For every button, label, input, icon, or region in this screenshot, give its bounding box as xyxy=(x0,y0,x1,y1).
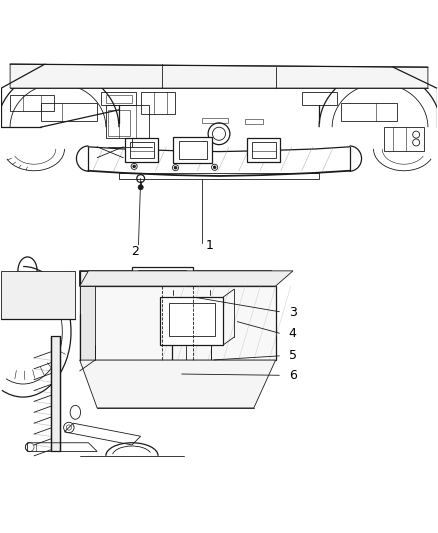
Text: 4: 4 xyxy=(289,327,297,341)
Polygon shape xyxy=(80,286,276,360)
Polygon shape xyxy=(80,286,95,360)
Polygon shape xyxy=(1,271,75,319)
Polygon shape xyxy=(160,297,223,345)
Polygon shape xyxy=(247,138,280,162)
Polygon shape xyxy=(80,271,271,286)
Ellipse shape xyxy=(172,288,175,292)
Ellipse shape xyxy=(207,360,215,369)
Ellipse shape xyxy=(208,288,212,292)
Text: 2: 2 xyxy=(131,245,139,258)
Ellipse shape xyxy=(169,372,177,383)
Ellipse shape xyxy=(166,366,179,382)
Ellipse shape xyxy=(86,296,88,298)
Polygon shape xyxy=(125,138,158,162)
Text: 5: 5 xyxy=(289,349,297,362)
Ellipse shape xyxy=(207,366,215,376)
Polygon shape xyxy=(132,266,193,286)
Polygon shape xyxy=(80,271,293,286)
Polygon shape xyxy=(80,360,276,408)
Ellipse shape xyxy=(183,383,190,393)
Polygon shape xyxy=(51,336,60,451)
Ellipse shape xyxy=(138,184,143,190)
Ellipse shape xyxy=(86,348,88,351)
Ellipse shape xyxy=(86,322,88,325)
Ellipse shape xyxy=(133,165,135,168)
Ellipse shape xyxy=(213,166,216,168)
Text: 6: 6 xyxy=(289,369,297,382)
Text: 1: 1 xyxy=(206,239,214,252)
Polygon shape xyxy=(10,64,428,88)
Text: 3: 3 xyxy=(289,306,297,319)
Ellipse shape xyxy=(174,166,177,169)
Polygon shape xyxy=(173,137,212,163)
